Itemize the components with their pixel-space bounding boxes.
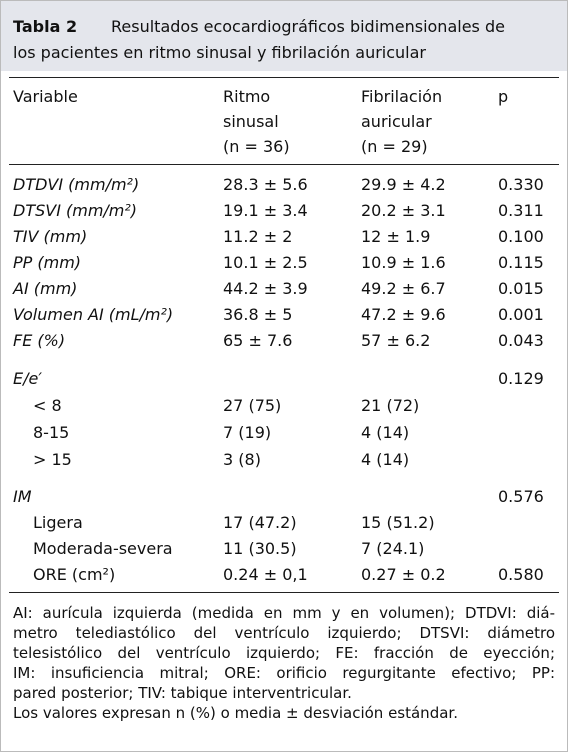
cell: 12 ± 1.9: [361, 227, 431, 246]
footnote-line: pared posterior; TIV: tabique interventr…: [13, 684, 352, 702]
cell: 0.330: [498, 175, 544, 194]
rule: [9, 592, 559, 593]
cell: 0.129: [498, 369, 544, 388]
cell: 7 (24.1): [361, 539, 425, 558]
cell: 15 (51.2): [361, 513, 435, 532]
cell: 36.8 ± 5: [223, 305, 293, 324]
cell: 65 ± 7.6: [223, 331, 293, 350]
rule: [9, 164, 559, 165]
row-label: FE (%): [13, 331, 66, 350]
row-label: < 8: [33, 396, 62, 415]
row-label: E/e′: [13, 369, 42, 388]
caption-line: los pacientes en ritmo sinusal y fibrila…: [13, 43, 426, 62]
cell: 20.2 ± 3.1: [361, 201, 446, 220]
row-label: > 15: [33, 450, 72, 469]
row-label: Volumen AI (mL/m²): [13, 305, 174, 324]
header-cell: (n = 29): [361, 137, 428, 156]
cell: 0.27 ± 0.2: [361, 565, 446, 584]
header-cell: Variable: [13, 87, 78, 106]
caption-line: Resultados ecocardiográficos bidimension…: [111, 17, 505, 36]
header-cell: sinusal: [223, 112, 279, 131]
cell: 57 ± 6.2: [361, 331, 431, 350]
cell: 27 (75): [223, 396, 282, 415]
cell: 4 (14): [361, 423, 410, 442]
cell: 0.24 ± 0,1: [223, 565, 308, 584]
footnote-line: IM: insuficiencia mitral; ORE: orificio …: [13, 664, 555, 682]
header-cell: p: [498, 87, 509, 106]
cell: 0.576: [498, 487, 544, 506]
cell: 7 (19): [223, 423, 272, 442]
row-label: 8-15: [33, 423, 70, 442]
cell: 44.2 ± 3.9: [223, 279, 308, 298]
footnote-line: metro telediastólico del ventrículo izqu…: [13, 624, 555, 642]
header-cell: (n = 36): [223, 137, 290, 156]
cell: 11.2 ± 2: [223, 227, 293, 246]
row-label: TIV (mm): [13, 227, 88, 246]
cell: 0.001: [498, 305, 544, 324]
cell: 19.1 ± 3.4: [223, 201, 308, 220]
row-label: IM: [13, 487, 32, 506]
title-band: [1, 1, 567, 71]
cell: 10.9 ± 1.6: [361, 253, 446, 272]
cell: 0.100: [498, 227, 544, 246]
row-label: PP (mm): [13, 253, 82, 272]
cell: 0.043: [498, 331, 544, 350]
cell: 3 (8): [223, 450, 261, 469]
cell: 21 (72): [361, 396, 420, 415]
cell: 0.015: [498, 279, 544, 298]
cell: 29.9 ± 4.2: [361, 175, 446, 194]
cell: 4 (14): [361, 450, 410, 469]
footnote-line: telesistólico del ventrículo izquierdo; …: [13, 644, 555, 662]
footnote-line: Los valores expresan n (%) o media ± des…: [13, 704, 458, 722]
cell: 47.2 ± 9.6: [361, 305, 446, 324]
cell: 17 (47.2): [223, 513, 297, 532]
cell: 0.311: [498, 201, 544, 220]
header-cell: Ritmo: [223, 87, 271, 106]
row-label: AI (mm): [13, 279, 78, 298]
footnote-line: AI: aurícula izquierda (medida en mm y e…: [13, 604, 555, 622]
header-cell: Fibrilación: [361, 87, 443, 106]
table-label: Tabla 2: [13, 17, 78, 36]
row-label: DTSVI (mm/m²): [13, 201, 138, 220]
cell: 0.115: [498, 253, 544, 272]
row-label: Ligera: [33, 513, 83, 532]
header-cell: auricular: [361, 112, 432, 131]
rule: [9, 77, 559, 78]
row-label: Moderada-severa: [33, 539, 173, 558]
cell: 28.3 ± 5.6: [223, 175, 308, 194]
row-label: ORE (cm²): [33, 565, 116, 584]
row-label: DTDVI (mm/m²): [13, 175, 140, 194]
cell: 11 (30.5): [223, 539, 297, 558]
cell: 0.580: [498, 565, 544, 584]
cell: 49.2 ± 6.7: [361, 279, 446, 298]
cell: 10.1 ± 2.5: [223, 253, 308, 272]
